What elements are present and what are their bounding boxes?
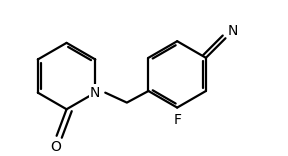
- Text: N: N: [228, 24, 238, 38]
- Text: N: N: [90, 86, 101, 100]
- Text: F: F: [173, 113, 181, 127]
- Text: O: O: [50, 140, 61, 154]
